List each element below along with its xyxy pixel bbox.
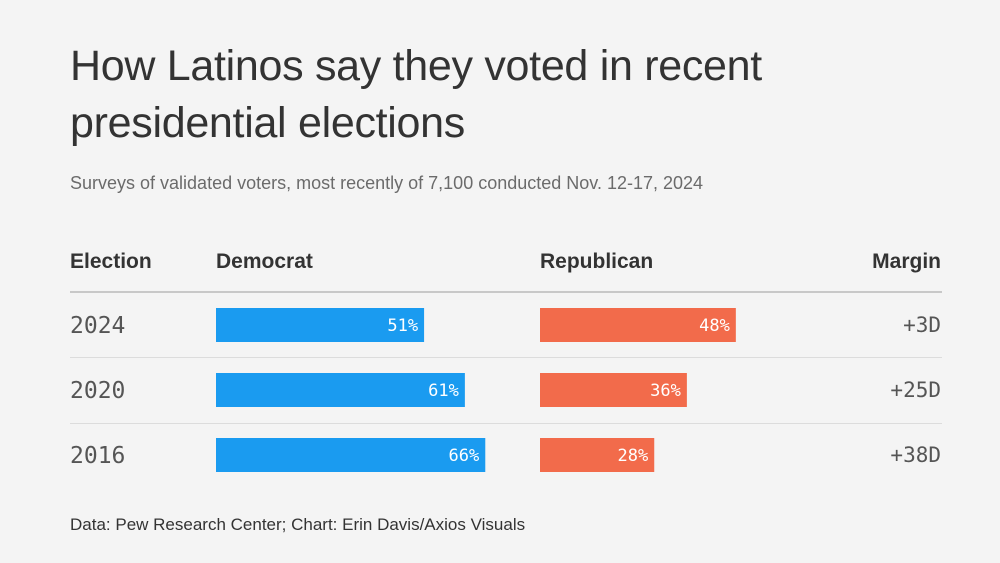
margin-value: +3D bbox=[903, 313, 941, 337]
republican-bar bbox=[540, 373, 687, 407]
republican-value-label: 36% bbox=[650, 381, 681, 401]
democrat-value-label: 66% bbox=[449, 446, 480, 466]
margin-value: +25D bbox=[890, 378, 941, 402]
republican-bar bbox=[540, 308, 736, 342]
chart-title: How Latinos say they voted in recent pre… bbox=[70, 42, 762, 147]
republican-value-label: 48% bbox=[699, 316, 730, 336]
election-year-label: 2020 bbox=[70, 378, 125, 404]
republican-value-label: 28% bbox=[618, 446, 649, 466]
democrat-value-label: 51% bbox=[387, 316, 418, 336]
republican-bar bbox=[540, 438, 655, 472]
margin-value: +38D bbox=[890, 443, 941, 467]
democrat-bar bbox=[216, 308, 425, 342]
column-header-republican: Republican bbox=[540, 250, 654, 273]
row-divider bbox=[70, 423, 942, 424]
row-divider bbox=[70, 357, 942, 358]
democrat-value-label: 61% bbox=[428, 381, 459, 401]
chart-subtitle: Surveys of validated voters, most recent… bbox=[70, 173, 704, 193]
header-divider bbox=[70, 291, 942, 293]
source-credit: Data: Pew Research Center; Chart: Erin D… bbox=[70, 515, 526, 534]
democrat-bar bbox=[216, 438, 486, 472]
election-year-label: 2024 bbox=[70, 313, 125, 339]
election-year-label: 2016 bbox=[70, 443, 125, 469]
column-header-democrat: Democrat bbox=[216, 250, 313, 273]
democrat-bar bbox=[216, 373, 465, 407]
column-header-margin: Margin bbox=[872, 250, 941, 273]
column-header-election: Election bbox=[70, 250, 152, 273]
